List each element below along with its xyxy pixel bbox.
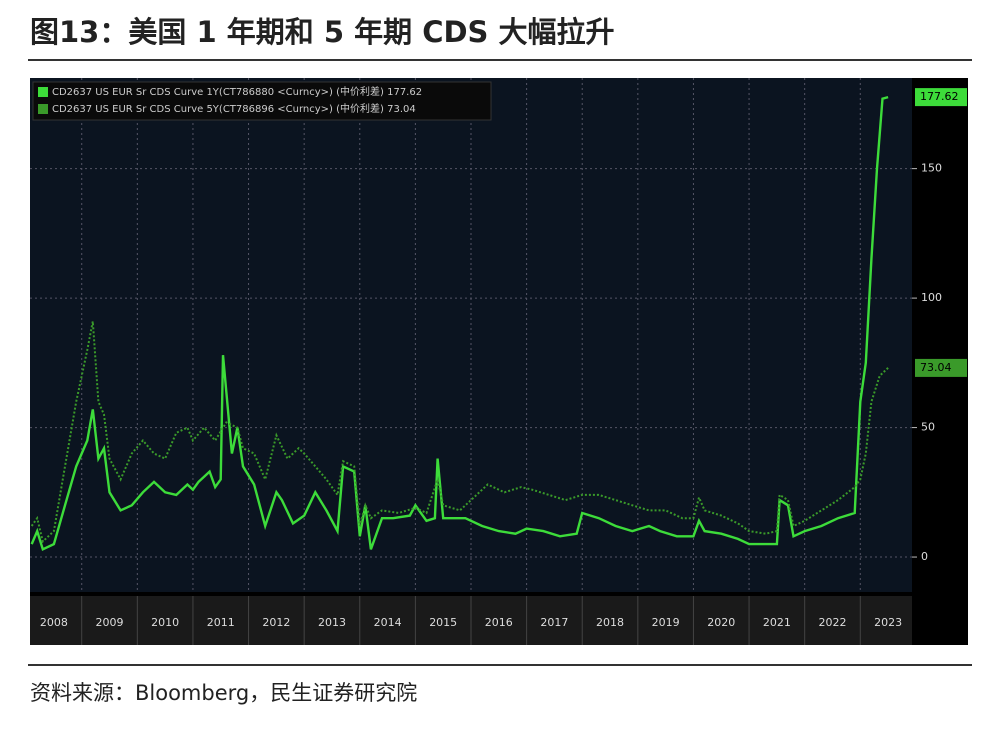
x-tick-label: 2012: [262, 616, 290, 629]
x-tick-label: 2013: [318, 616, 346, 629]
x-tick-label: 2011: [207, 616, 235, 629]
legend-label: CD2637 US EUR Sr CDS Curve 5Y(CT786896 <…: [52, 102, 416, 115]
x-tick-label: 2016: [485, 616, 513, 629]
last-value-box: [915, 358, 967, 377]
legend-swatch: [38, 87, 48, 97]
last-value-label: 73.04: [920, 361, 952, 374]
legend-swatch: [38, 104, 48, 114]
y-tick-label: 0: [921, 550, 928, 563]
x-tick-label: 2015: [429, 616, 457, 629]
last-value-box: [915, 88, 967, 107]
source: 资料来源：Bloomberg，民生证券研究院: [30, 681, 417, 705]
x-tick-label: 2018: [596, 616, 624, 629]
x-tick-label: 2008: [40, 616, 68, 629]
x-tick-label: 2010: [151, 616, 179, 629]
x-tick-label: 2022: [818, 616, 846, 629]
title: 图13：美国 1 年期和 5 年期 CDS 大幅拉升: [30, 15, 615, 49]
plot: 0 50 100 150 2008 2009 2010 2011 2012 2013 2014 201…: [30, 78, 967, 645]
x-tick-label: 2021: [763, 616, 791, 629]
series-line: [30, 95, 889, 551]
y-tick-label: 100: [921, 291, 942, 304]
last-value-label: 177.62: [920, 90, 959, 103]
x-tick-label: 2009: [96, 616, 124, 629]
x-tick-label: 2014: [374, 616, 402, 629]
legend-label: CD2637 US EUR Sr CDS Curve 1Y(CT786880 <…: [52, 85, 422, 98]
x-tick-label: 2019: [652, 616, 680, 629]
legend-box: [32, 81, 492, 121]
y-tick-label: 50: [921, 421, 935, 434]
y-tick-label: 150: [921, 162, 942, 175]
x-tick-label: 2017: [540, 616, 568, 629]
x-tick-label: 2023: [874, 616, 902, 629]
series-line: [30, 321, 889, 544]
x-tick-label: 2020: [707, 616, 735, 629]
